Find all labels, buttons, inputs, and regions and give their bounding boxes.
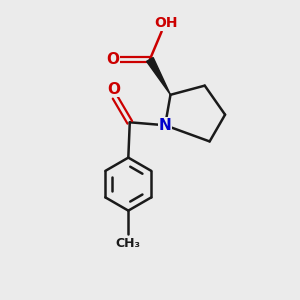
Text: N: N [159,118,172,133]
Text: O: O [106,52,120,67]
Polygon shape [147,58,170,95]
Text: OH: OH [154,16,178,30]
Text: CH₃: CH₃ [116,236,141,250]
Text: O: O [107,82,120,97]
